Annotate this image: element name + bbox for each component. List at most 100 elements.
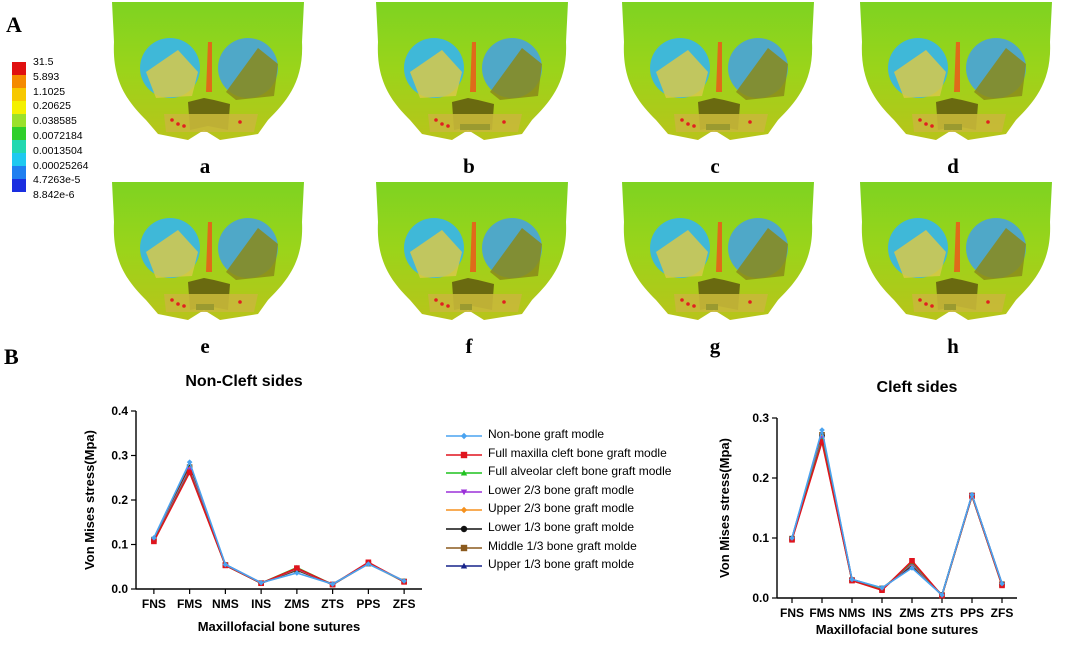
right-orbit-floor: [490, 228, 542, 280]
series-marker: [460, 432, 468, 440]
suture-point: [680, 298, 684, 302]
colorbar-value: 0.0013504: [33, 144, 83, 157]
suture-point: [692, 124, 696, 128]
suture-point: [440, 302, 444, 306]
maxilla: [164, 294, 258, 312]
legend-swatch: [446, 507, 482, 514]
x-tick-label: FMS: [809, 606, 834, 620]
nasal-bridge: [206, 42, 212, 92]
non-cleft-chart: Non-Cleft sides 0.0 0.1 0.2 0.3 0.4 FNS FMS NMS I…: [82, 373, 422, 634]
right-orbit-floor: [974, 228, 1026, 280]
right-orbit-floor: [736, 228, 788, 280]
bone-graft: [706, 124, 730, 130]
chart-title: Cleft sides: [877, 379, 958, 396]
legend-swatch: [446, 525, 482, 533]
skull-render: [856, 2, 1056, 152]
legend-label: Middle 1/3 bone graft molde: [488, 538, 637, 553]
series-marker: [460, 489, 468, 495]
series-marker: [186, 469, 193, 476]
series-marker: [365, 561, 372, 567]
skull-render: [108, 2, 308, 152]
suture-point: [238, 300, 242, 304]
panel-label-b: B: [4, 344, 19, 369]
right-orbit-floor: [226, 48, 278, 100]
suture-point: [918, 298, 922, 302]
series-marker: [460, 562, 468, 569]
y-tick-label: 0.2: [111, 493, 128, 507]
colorbar-value: 0.20625: [33, 100, 71, 113]
colorbar-swatch: [12, 101, 26, 114]
right-orbit-floor: [736, 48, 788, 100]
series-marker: [460, 469, 468, 476]
skull-render: [108, 182, 308, 332]
series-marker: [222, 561, 229, 568]
suture-point: [176, 302, 180, 306]
x-tick-label: INS: [872, 606, 892, 620]
suture-point: [170, 298, 174, 302]
suture-point: [686, 302, 690, 306]
nasal-bridge: [470, 222, 476, 272]
colorbar-value: 8.842e-6: [33, 189, 75, 202]
suture-point: [176, 122, 180, 126]
series-line: [791, 436, 1003, 598]
suture-point: [986, 300, 990, 304]
legend-label: Non-bone graft modle: [488, 427, 605, 441]
series-marker: [460, 507, 468, 514]
skull-render: [372, 2, 572, 152]
series-marker: [909, 558, 915, 564]
right-orbit-floor: [226, 228, 278, 280]
suture-point: [986, 120, 990, 124]
suture-point: [748, 120, 752, 124]
left-orbit-floor: [410, 50, 462, 98]
x-tick-label: FMS: [177, 597, 202, 611]
bone-graft: [460, 304, 472, 310]
colorbar-swatch: [12, 179, 26, 192]
x-tick-label: FNS: [142, 597, 166, 611]
series-line: [791, 432, 1003, 597]
series-marker: [151, 538, 157, 545]
series-line: [153, 466, 405, 586]
suture-point: [918, 118, 922, 122]
nasal-bridge: [206, 222, 212, 272]
colorbar-value: 1.1025: [33, 85, 66, 98]
suture-point: [748, 300, 752, 304]
series-line: [153, 470, 405, 586]
legend-label: Lower 1/3 bone graft molde: [488, 520, 635, 534]
series-marker: [460, 451, 468, 458]
series-marker: [151, 535, 157, 541]
suture-point: [930, 304, 934, 308]
x-tick-label: ZFS: [991, 606, 1014, 620]
suture-point: [182, 304, 186, 308]
legend-label: Upper 2/3 bone graft modle: [488, 501, 635, 516]
model-label: a: [199, 154, 211, 178]
suture-point: [440, 122, 444, 126]
series-marker: [460, 544, 468, 551]
x-tick-label: PPS: [356, 597, 380, 611]
series-line: [791, 438, 1003, 598]
nasal-bridge: [470, 42, 476, 92]
maxilla: [428, 294, 522, 312]
chart-title: Non-Cleft sides: [185, 373, 302, 390]
colorbar-value: 4.7263e-5: [33, 174, 81, 187]
colorbar-swatch: [12, 75, 26, 88]
model-label: c: [710, 154, 720, 178]
nasal-bridge: [716, 222, 722, 272]
colorbar-swatch: [12, 62, 26, 75]
suture-point: [446, 304, 450, 308]
x-tick-label: ZTS: [931, 606, 954, 620]
series-marker: [460, 525, 468, 533]
colorbar-swatch: [12, 166, 26, 179]
suture-point: [930, 124, 934, 128]
colorbar-swatch: [12, 153, 26, 166]
suture-point: [680, 118, 684, 122]
bone-graft: [944, 304, 956, 310]
series-line: [791, 429, 1003, 597]
suture-point: [170, 118, 174, 122]
legend-swatch: [446, 544, 482, 551]
suture-point: [434, 118, 438, 122]
model-label: d: [947, 154, 959, 178]
left-orbit-floor: [894, 230, 946, 278]
colorbar-value: 0.038585: [33, 115, 77, 128]
suture-point: [502, 120, 506, 124]
model-label: g: [709, 334, 721, 358]
